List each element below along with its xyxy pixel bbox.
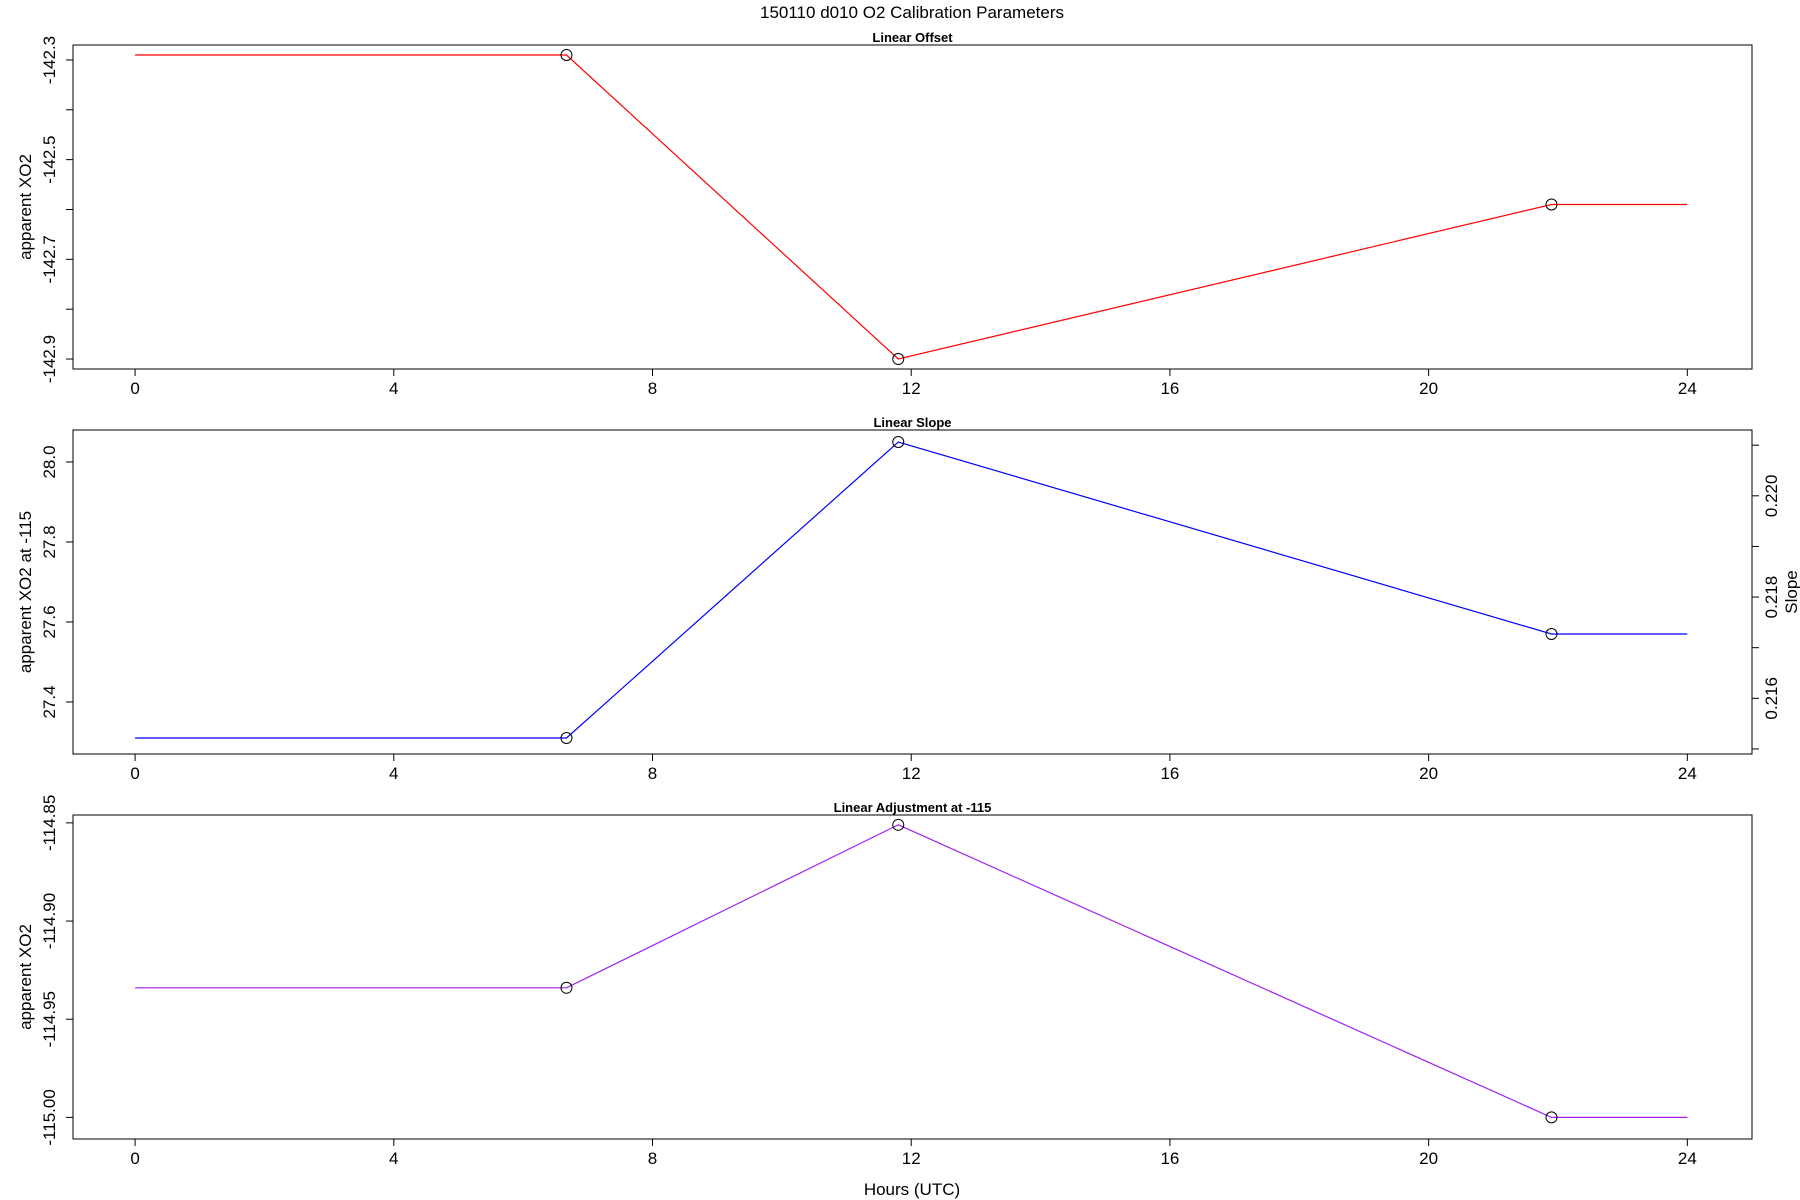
linear-slope-x-tick-label: 12	[902, 764, 921, 783]
linear-slope-x-tick-label: 0	[130, 764, 139, 783]
linear-adjustment-x-tick-label: 8	[648, 1149, 657, 1168]
linear-offset-y-tick-label: -142.9	[40, 335, 59, 383]
linear-adjustment-x-tick-label: 20	[1419, 1149, 1438, 1168]
linear-slope-series-line	[135, 441, 1688, 739]
linear-slope-data-point	[892, 436, 905, 448]
linear-offset-x-tick-label: 12	[902, 379, 921, 398]
linear-adjustment-y-axis-label: apparent XO2	[16, 924, 35, 1030]
linear-adjustment-x-tick-label: 12	[902, 1149, 921, 1168]
linear-adjustment-y-tick-label: -114.95	[40, 991, 59, 1047]
linear-adjustment-frame	[72, 814, 1753, 1140]
linear-slope-right-y-axis-label: Slope	[1782, 570, 1800, 613]
x-axis-label: Hours (UTC)	[864, 1180, 960, 1199]
linear-adjustment-x-tick-label: 0	[130, 1149, 139, 1168]
linear-offset-y-tick-label: -142.7	[40, 235, 59, 283]
figure-title: 150110 d010 O2 Calibration Parameters	[760, 3, 1064, 22]
linear-slope-y-tick-label: 28.0	[40, 445, 59, 478]
linear-slope-x-tick-label: 8	[648, 764, 657, 783]
linear-offset-series-line	[135, 54, 1688, 360]
panel-linear-slope: Linear Slope 0 4 8 12 16 20 24 27.4 27.6 27.8 28.0 a…	[16, 415, 1800, 783]
panel-linear-offset: Linear Offset 0 4 8 12 16 20 24 -142.3 -142.5 -142…	[16, 30, 1753, 398]
linear-slope-x-tick-label: 4	[389, 764, 398, 783]
linear-slope-y-tick-label: 27.8	[40, 525, 59, 558]
linear-offset-y-axis-label: apparent XO2	[16, 154, 35, 260]
linear-adjustment-data-point	[560, 981, 573, 994]
linear-offset-x-tick-label: 20	[1419, 379, 1438, 398]
linear-offset-x-tick-label: 0	[130, 379, 139, 398]
linear-adjustment-data-point	[1545, 1111, 1558, 1124]
linear-offset-data-point	[560, 48, 573, 61]
linear-slope-x-tick-label: 16	[1160, 764, 1179, 783]
linear-offset-x-tick-label: 8	[648, 379, 657, 398]
linear-slope-right-y-tick-label: 0.218	[1762, 576, 1781, 619]
panel-linear-adjustment: Linear Adjustment at -115 0 4 8 12 16 20 24 -114…	[16, 795, 1753, 1168]
linear-adjustment-data-point	[892, 818, 905, 831]
linear-slope-y-axis-label: apparent XO2 at -115	[16, 511, 35, 673]
linear-offset-data-point	[1545, 198, 1558, 211]
linear-adjustment-x-tick-label: 16	[1160, 1149, 1179, 1168]
linear-slope-y-tick-label: 27.4	[40, 685, 59, 718]
linear-adjustment-y-tick-label: -115.00	[40, 1089, 59, 1145]
linear-slope-title: Linear Slope	[873, 415, 951, 430]
linear-adjustment-x-tick-label: 24	[1678, 1149, 1697, 1168]
linear-offset-x-tick-label: 24	[1678, 379, 1697, 398]
linear-offset-y-tick-label: -142.5	[40, 136, 59, 184]
linear-slope-x-tick-label: 24	[1678, 764, 1697, 783]
linear-offset-x-tick-label: 4	[389, 379, 398, 398]
linear-slope-frame	[72, 429, 1753, 755]
linear-slope-data-point	[1545, 628, 1558, 640]
linear-adjustment-series-line	[135, 824, 1688, 1119]
linear-offset-x-tick-label: 16	[1160, 379, 1179, 398]
linear-slope-x-tick-label: 20	[1419, 764, 1438, 783]
linear-offset-title: Linear Offset	[872, 30, 953, 45]
linear-offset-y-tick-label: -142.3	[40, 36, 59, 84]
linear-adjustment-title: Linear Adjustment at -115	[834, 800, 992, 815]
linear-adjustment-x-tick-label: 4	[389, 1149, 398, 1168]
linear-adjustment-y-tick-label: -114.90	[40, 893, 59, 949]
linear-slope-right-y-tick-label: 0.220	[1762, 475, 1781, 518]
linear-offset-frame	[72, 44, 1753, 370]
linear-slope-y-tick-label: 27.6	[40, 605, 59, 638]
linear-slope-data-point	[560, 732, 573, 744]
linear-adjustment-y-tick-label: -114.85	[40, 795, 59, 851]
linear-offset-data-point	[892, 353, 905, 366]
linear-slope-right-y-tick-label: 0.216	[1762, 677, 1781, 720]
